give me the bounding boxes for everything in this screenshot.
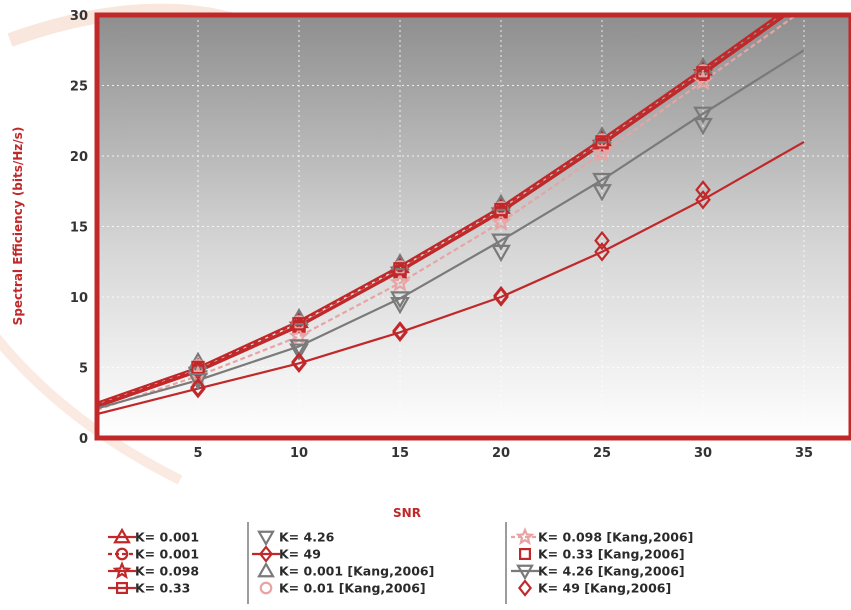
data-point: [695, 180, 711, 200]
data-point: [291, 352, 307, 372]
y-tick-label: 20: [70, 150, 88, 165]
x-tick-label: 30: [694, 446, 712, 461]
x-tick-label: 20: [492, 446, 510, 461]
legend-marker: [517, 579, 533, 597]
legend-label: K= 0.33: [135, 581, 190, 596]
data-point: [592, 172, 612, 191]
legend-label: K= 0.001 [Kang,2006]: [279, 564, 434, 579]
legend-label: K= 0.001: [135, 547, 199, 562]
y-tick-label: 5: [79, 362, 88, 377]
legend-entry: K= 0.01 [Kang,2006]: [259, 581, 426, 596]
data-point: [592, 184, 612, 202]
legend-label: K= 4.26: [279, 530, 335, 545]
x-tick-label: 15: [391, 446, 409, 461]
data-point: [389, 272, 411, 292]
legend-label: K= 0.098: [135, 564, 199, 579]
data-point: [190, 377, 206, 398]
data-point: [491, 233, 511, 251]
y-tick-label: 25: [70, 80, 88, 95]
data-point: [591, 142, 613, 163]
ticks: 5 10 15 20 25 30 35 0 5 10 15 20 25 30: [70, 9, 813, 461]
series-line: [97, 15, 787, 407]
legend-marker: [257, 530, 275, 547]
data-point: [292, 317, 306, 331]
legend-entry: K= 0.33: [108, 581, 190, 596]
legend-marker: [518, 547, 531, 560]
data-point: [289, 339, 309, 357]
y-axis-title: Spectral Efficiency (bits/Hz/s): [11, 127, 25, 326]
x-axis-title: SNR: [393, 506, 421, 520]
x-tick-label: 5: [193, 446, 202, 461]
data-point: [491, 244, 511, 263]
data-point: [289, 343, 309, 361]
data-point: [490, 211, 512, 231]
legend-label: K= 49: [279, 547, 321, 562]
legend-marker: [258, 545, 274, 563]
data-point: [695, 189, 711, 210]
legend-entry: K= 0.001: [108, 547, 199, 562]
legend-entry: K= 0.098: [108, 561, 199, 580]
data-point: [595, 135, 609, 149]
data-point: [188, 373, 208, 391]
data-point: [693, 106, 713, 124]
data-point: [493, 285, 509, 306]
data-point: [393, 262, 407, 276]
data-point: [392, 321, 408, 341]
data-point: [696, 66, 710, 80]
data-point: [594, 230, 610, 251]
legend-entry: K= 0.33 [Kang,2006]: [518, 547, 685, 562]
y-tick-label: 15: [70, 221, 88, 236]
series-line: [97, 140, 805, 416]
legend-marker: [516, 564, 534, 581]
legend-entry: K= 4.26 [Kang,2006]: [511, 564, 685, 581]
series-line: [97, 15, 789, 409]
series-line: [97, 15, 783, 406]
x-tick-label: 25: [593, 446, 611, 461]
legend-entry: K= 49 [Kang,2006]: [517, 579, 671, 597]
plot-frame: [94, 12, 851, 441]
data-point: [494, 202, 508, 217]
legend-marker: [112, 561, 132, 580]
legend-label: K= 4.26 [Kang,2006]: [538, 564, 685, 579]
legend-label: K= 0.33 [Kang,2006]: [538, 547, 685, 562]
series-line: [97, 15, 781, 404]
legend-dividers: [247, 522, 507, 604]
x-tick-label: 10: [290, 446, 308, 461]
legend-marker: [259, 581, 273, 595]
legend-label: K= 49 [Kang,2006]: [538, 581, 671, 596]
legend-label: K= 0.098 [Kang,2006]: [538, 530, 693, 545]
data-point: [390, 291, 410, 309]
y-tick-label: 30: [70, 9, 88, 24]
legend: K= 0.001 K= 0.001 K= 0.098 K= 0.33 K= 4.26 K=…: [108, 527, 693, 597]
legend-entry: K= 4.26: [257, 530, 335, 547]
marker-layer: [187, 56, 714, 399]
legend-marker: [515, 527, 535, 546]
legend-entry: K= 0.098 [Kang,2006]: [511, 527, 693, 546]
legend-marker: [113, 527, 131, 544]
legend-marker: [115, 547, 129, 561]
series-layer: [97, 15, 805, 416]
legend-marker: [115, 581, 128, 594]
x-tick-label: 35: [795, 446, 813, 461]
legend-marker: [257, 561, 275, 578]
series-line: [97, 49, 805, 410]
legend-entry: K= 49: [252, 545, 321, 563]
data-point: [390, 296, 410, 315]
data-point: [594, 242, 610, 262]
legend-label: K= 0.001: [135, 530, 199, 545]
data-point: [693, 117, 713, 136]
y-tick-label: 10: [70, 291, 88, 306]
series-line: [97, 15, 799, 411]
legend-entry: K= 0.001: [108, 527, 199, 545]
y-tick-label: 0: [79, 432, 88, 447]
legend-entry: K= 0.001 [Kang,2006]: [257, 561, 434, 579]
legend-label: K= 0.01 [Kang,2006]: [279, 581, 426, 596]
